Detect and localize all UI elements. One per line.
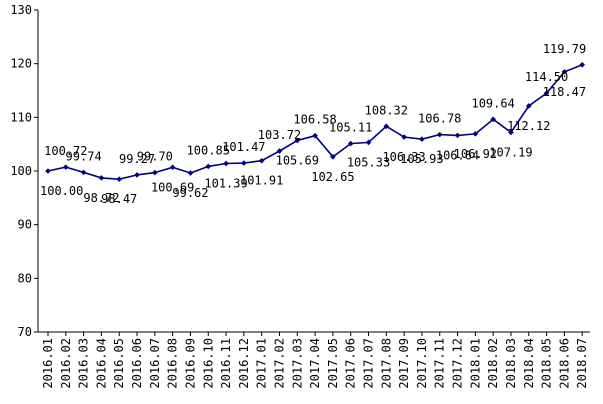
data-label: 114.50	[525, 70, 568, 84]
x-tick-label: 2016.07	[148, 338, 162, 389]
x-tick-label: 2017.11	[433, 338, 447, 389]
y-tick-label: 100	[10, 164, 32, 178]
x-tick-label: 2016.05	[112, 338, 126, 389]
x-tick-label: 2016.11	[219, 338, 233, 389]
data-point	[99, 175, 105, 181]
data-label: 109.64	[471, 96, 514, 110]
data-point	[223, 161, 229, 167]
data-point	[81, 170, 87, 176]
data-label: 106.78	[418, 112, 461, 126]
y-tick-label: 70	[18, 325, 32, 339]
data-point	[455, 133, 461, 139]
y-axis: 70 80 90 100 110 120 130	[10, 3, 38, 339]
data-label: 112.12	[507, 119, 550, 133]
x-tick-label: 2016.09	[183, 338, 197, 389]
x-tick-label: 2017.03	[290, 338, 304, 389]
x-tick-label: 2017.08	[379, 338, 393, 389]
y-tick-label: 120	[10, 57, 32, 71]
x-tick-label: 2018.07	[575, 338, 589, 389]
y-tick-label: 130	[10, 3, 32, 17]
data-point	[419, 136, 425, 142]
data-label: 102.65	[311, 170, 354, 184]
data-label: 101.91	[240, 174, 283, 188]
x-tick-label: 2017.07	[362, 338, 376, 389]
x-tick-label: 2016.02	[59, 338, 73, 389]
data-label: 105.11	[329, 121, 372, 135]
data-label: 108.32	[365, 103, 408, 117]
x-tick-label: 2017.05	[326, 338, 340, 389]
data-label: 107.19	[489, 145, 532, 159]
x-tick-label: 2018.06	[557, 338, 571, 389]
data-label: 99.62	[172, 186, 208, 200]
x-tick-label: 2016.03	[77, 338, 91, 389]
x-tick-label: 2017.04	[308, 338, 322, 389]
y-tick-label: 80	[18, 271, 32, 285]
data-label: 119.79	[543, 42, 586, 56]
data-point	[188, 170, 194, 176]
y-tick-label: 110	[10, 110, 32, 124]
data-point	[241, 160, 247, 166]
data-point	[152, 170, 158, 176]
x-tick-label: 2018.01	[468, 338, 482, 389]
data-point	[170, 164, 176, 170]
x-tick-label: 2017.10	[415, 338, 429, 389]
x-tick-label: 2016.06	[130, 338, 144, 389]
data-label: 99.74	[66, 149, 102, 163]
data-point	[437, 132, 443, 138]
x-tick-label: 2017.09	[397, 338, 411, 389]
x-tick-label: 2016.04	[94, 338, 108, 389]
data-label: 105.69	[276, 153, 319, 167]
x-tick-label: 2018.04	[522, 338, 536, 389]
data-point	[134, 172, 140, 178]
x-tick-label: 2017.02	[272, 338, 286, 389]
data-label: 103.72	[258, 128, 301, 142]
x-tick-label: 2017.06	[344, 338, 358, 389]
data-point	[205, 164, 211, 170]
x-tick-label: 2017.01	[255, 338, 269, 389]
x-tick-label: 2016.10	[201, 338, 215, 389]
x-tick-label: 2016.01	[41, 338, 55, 389]
x-tick-label: 2017.12	[451, 338, 465, 389]
data-label: 100.00	[40, 184, 83, 198]
data-label: 99.70	[137, 150, 173, 164]
x-tick-label: 2016.08	[166, 338, 180, 389]
data-point	[63, 164, 69, 170]
x-tick-label: 2018.02	[486, 338, 500, 389]
x-tick-label: 2018.03	[504, 338, 518, 389]
x-tick-label: 2018.05	[540, 338, 554, 389]
data-label: 98.47	[101, 192, 137, 206]
y-tick-label: 90	[18, 218, 32, 232]
x-tick-label: 2016.12	[237, 338, 251, 389]
data-label: 118.47	[543, 85, 586, 99]
data-point	[45, 168, 51, 174]
data-label: 101.47	[222, 140, 265, 154]
data-point	[116, 176, 122, 182]
data-point	[579, 62, 585, 68]
x-axis: 2016.01 2016.02 2016.03 2016.04 2016.05 2016.…	[38, 332, 590, 389]
